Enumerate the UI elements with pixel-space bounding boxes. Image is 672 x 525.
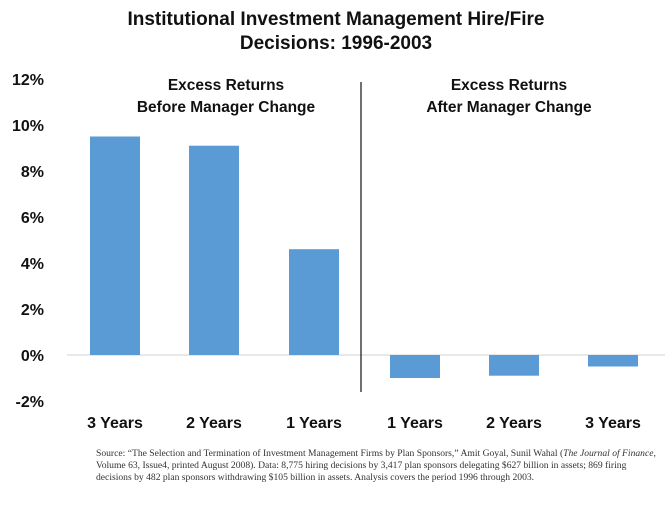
y-tick-label: -2%	[16, 394, 44, 411]
x-tick-label: 3 Years	[87, 415, 143, 432]
chart-title-line-2: Decisions: 1996-2003	[239, 33, 433, 54]
bar	[588, 355, 638, 367]
y-tick-label: 6%	[21, 210, 44, 227]
x-tick-label: 2 Years	[186, 415, 242, 432]
bar-chart: -2% 0% 2% 4% 6% 8% 10% 12% 3 Years 2 Years 1 Years…	[12, 72, 665, 432]
x-tick-label: 1 Years	[387, 415, 443, 432]
source-text-2: , Volume 63, Issue4, printed August 2008…	[96, 448, 656, 483]
x-tick-label: 2 Years	[486, 415, 542, 432]
x-tick-label: 1 Years	[286, 415, 342, 432]
source-note: Source: “The Selection and Termination o…	[96, 448, 656, 484]
y-tick-label: 4%	[21, 256, 44, 273]
bar	[489, 355, 539, 376]
bar	[90, 136, 140, 355]
group-label: Before Manager Change	[137, 99, 316, 116]
chart-title-line-1: Institutional Investment Management Hire…	[127, 9, 545, 30]
group-label: After Manager Change	[426, 99, 592, 116]
y-tick-label: 10%	[12, 118, 44, 135]
bar	[189, 145, 239, 355]
y-tick-label: 12%	[12, 72, 44, 89]
y-tick-label: 0%	[21, 348, 44, 365]
group-label: Excess Returns	[451, 77, 567, 94]
group-label: Excess Returns	[168, 77, 284, 94]
chart-title: Institutional Investment Management Hire…	[0, 8, 672, 56]
y-tick-label: 8%	[21, 164, 44, 181]
bar	[390, 355, 440, 378]
source-journal: The Journal of Finance	[563, 448, 654, 459]
source-text-1: Source: “The Selection and Termination o…	[96, 448, 564, 459]
x-tick-label: 3 Years	[585, 415, 641, 432]
bar	[289, 249, 339, 355]
y-tick-label: 2%	[21, 302, 44, 319]
